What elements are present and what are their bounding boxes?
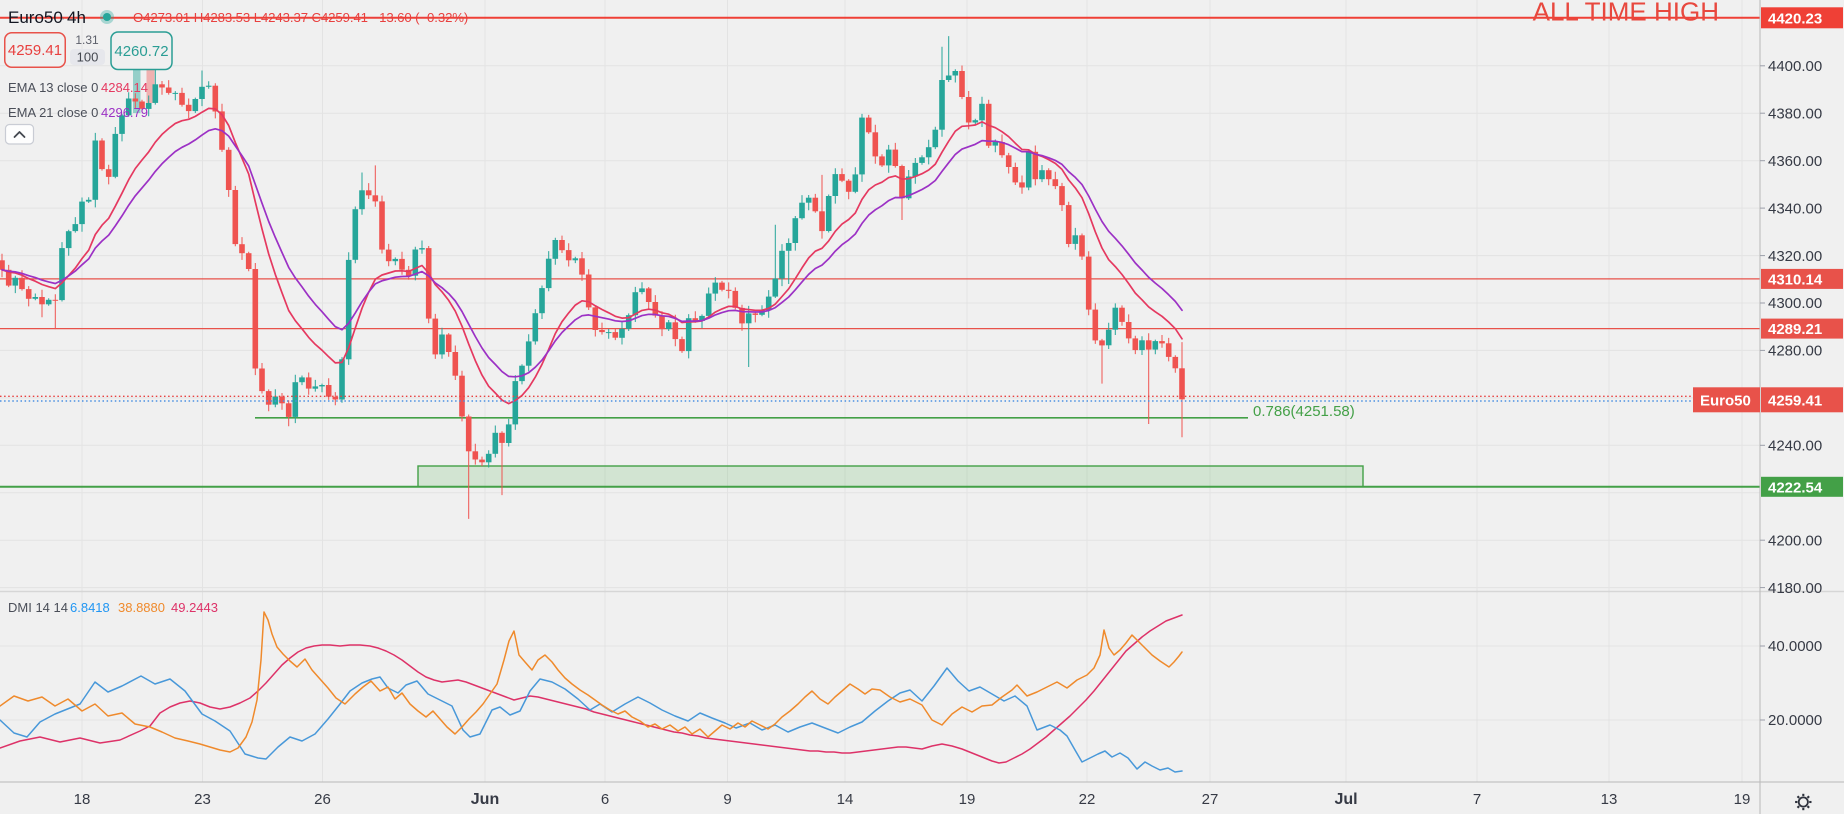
- svg-text:4420.23: 4420.23: [1768, 10, 1822, 27]
- svg-text:0.786(4251.58): 0.786(4251.58): [1253, 403, 1355, 420]
- svg-text:4340.00: 4340.00: [1768, 200, 1822, 217]
- svg-text:4260.72: 4260.72: [114, 43, 168, 60]
- svg-text:4200.00: 4200.00: [1768, 532, 1822, 549]
- svg-text:EMA 21 close 0: EMA 21 close 0: [8, 105, 98, 120]
- svg-text:19: 19: [959, 791, 976, 808]
- svg-text:18: 18: [74, 791, 91, 808]
- svg-text:4300.00: 4300.00: [1768, 295, 1822, 312]
- svg-text:4259.41: 4259.41: [8, 42, 62, 59]
- svg-text:4280.00: 4280.00: [1768, 343, 1822, 360]
- svg-text:14: 14: [837, 791, 854, 808]
- svg-text:49.2443: 49.2443: [171, 600, 218, 615]
- svg-text:4180.00: 4180.00: [1768, 580, 1822, 597]
- svg-text:·: ·: [61, 11, 65, 25]
- svg-text:EMA 13 close 0: EMA 13 close 0: [8, 80, 98, 95]
- svg-text:38.8880: 38.8880: [118, 600, 165, 615]
- svg-text:27: 27: [1202, 791, 1219, 808]
- svg-text:1.31: 1.31: [75, 33, 99, 47]
- svg-text:23: 23: [194, 791, 211, 808]
- svg-text:4310.14: 4310.14: [1768, 271, 1823, 288]
- svg-text:Jul: Jul: [1334, 791, 1357, 808]
- svg-text:13: 13: [1601, 791, 1618, 808]
- svg-text:4240.00: 4240.00: [1768, 438, 1822, 455]
- svg-text:DMI 14 14: DMI 14 14: [8, 600, 68, 615]
- svg-text:100: 100: [77, 50, 99, 65]
- svg-text:ALL TIME HIGH: ALL TIME HIGH: [1533, 0, 1719, 27]
- svg-text:9: 9: [723, 791, 731, 808]
- svg-text:20.0000: 20.0000: [1768, 712, 1822, 729]
- svg-text:Jun: Jun: [471, 791, 499, 808]
- svg-text:4296.79: 4296.79: [101, 105, 148, 120]
- svg-text:6.8418: 6.8418: [70, 600, 110, 615]
- svg-text:4289.21: 4289.21: [1768, 321, 1822, 338]
- svg-text:Euro50: Euro50: [1700, 392, 1751, 409]
- svg-text:19: 19: [1734, 791, 1751, 808]
- svg-text:4222.54: 4222.54: [1768, 479, 1823, 496]
- svg-text:22: 22: [1079, 791, 1096, 808]
- svg-text:O4273.01 H4283.53 L4243.37 C42: O4273.01 H4283.53 L4243.37 C4259.41 −13.…: [133, 10, 468, 25]
- svg-text:40.0000: 40.0000: [1768, 638, 1822, 655]
- svg-text:4360.00: 4360.00: [1768, 153, 1822, 170]
- svg-text:4380.00: 4380.00: [1768, 105, 1822, 122]
- svg-text:4320.00: 4320.00: [1768, 248, 1822, 265]
- svg-text:4259.41: 4259.41: [1768, 392, 1822, 409]
- svg-text:7: 7: [1473, 791, 1481, 808]
- svg-text:4h: 4h: [67, 8, 86, 27]
- svg-text:26: 26: [314, 791, 331, 808]
- svg-text:4284.14: 4284.14: [101, 80, 148, 95]
- svg-text:4400.00: 4400.00: [1768, 58, 1822, 75]
- svg-text:Euro50: Euro50: [8, 8, 63, 27]
- svg-text:6: 6: [601, 791, 609, 808]
